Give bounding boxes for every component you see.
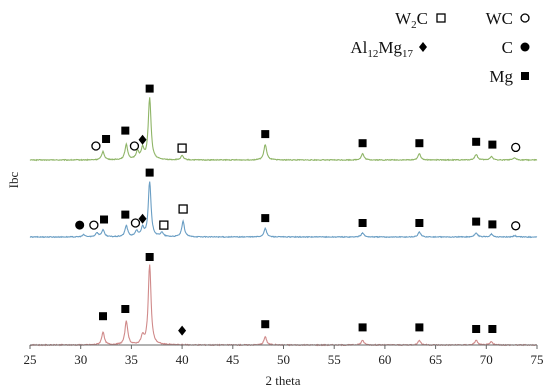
phase-marker-wc (520, 13, 530, 23)
x-tick-label: 70 (480, 352, 493, 367)
x-tick-label: 55 (328, 352, 341, 367)
x-tick-label: 45 (226, 352, 239, 367)
phase-marker-mg (415, 139, 424, 148)
phase-marker-wc (130, 218, 141, 228)
phase-marker-al12mg17 (138, 134, 147, 145)
x-tick-label: 30 (74, 352, 87, 367)
phase-marker-wc (511, 142, 521, 153)
phase-marker-mg (488, 220, 497, 229)
series-line-1 (29, 97, 538, 162)
x-tick-label: 50 (277, 352, 290, 367)
phase-marker-al12mg17 (138, 213, 147, 224)
y-axis-title: Ibc (6, 171, 21, 188)
legend-label-mg: Mg (489, 67, 513, 86)
legend: W2C WC Al12Mg17 C Mg (350, 9, 530, 86)
phase-marker-mg (358, 139, 367, 148)
phase-marker-mg (121, 126, 130, 135)
phase-marker-mg (488, 325, 497, 333)
phase-marker-mg (358, 323, 367, 332)
phase-marker-mg (261, 214, 270, 223)
phase-marker-w2c (177, 143, 187, 153)
phase-marker-mg (121, 305, 130, 313)
phase-marker-wc (129, 141, 140, 151)
phase-marker-mg (261, 130, 270, 139)
legend-label-al12mg17: Al12Mg17 (350, 38, 413, 60)
phase-marker-mg (472, 217, 481, 226)
series-line-2 (29, 181, 538, 239)
x-tick-label: 60 (378, 352, 391, 367)
x-tick-label: 35 (125, 352, 138, 367)
legend-label-c: C (502, 38, 513, 57)
x-tick-layer: 25 30 35 40 45 50 55 60 65 70 75 (24, 345, 543, 367)
phase-marker-mg (415, 219, 424, 227)
phase-marker-mg (145, 84, 154, 93)
phase-marker-mg (100, 215, 109, 224)
phase-marker-mg (261, 320, 270, 329)
phase-marker-w2c (178, 204, 188, 214)
phase-marker-mg (121, 210, 130, 219)
phase-marker-al12mg17 (419, 42, 427, 52)
x-tick-label: 65 (429, 352, 442, 367)
phase-marker-mg (521, 72, 529, 80)
marker-layer (75, 84, 521, 336)
phase-marker-mg (102, 135, 111, 143)
phase-marker-mg (145, 253, 154, 261)
phase-marker-w2c (436, 13, 446, 23)
series-line-3 (29, 264, 538, 347)
phase-marker-mg (472, 325, 481, 333)
phase-marker-mg (145, 168, 154, 177)
phase-marker-al12mg17 (178, 325, 187, 336)
x-axis-title: 2 theta (265, 373, 300, 388)
x-tick-label: 40 (176, 352, 189, 367)
phase-marker-wc (511, 221, 521, 231)
phase-marker-mg (472, 137, 481, 146)
phase-marker-mg (415, 323, 424, 332)
phase-marker-mg (488, 140, 497, 149)
phase-marker-wc (89, 220, 99, 230)
phase-marker-mg (99, 312, 108, 321)
legend-label-wc: WC (486, 9, 513, 28)
phase-marker-wc (91, 141, 101, 151)
x-tick-label: 25 (24, 352, 37, 367)
phase-marker-mg (358, 219, 367, 227)
legend-label-w2c: W2C (395, 9, 428, 31)
x-tick-label: 75 (531, 352, 543, 367)
phase-marker-c (520, 42, 530, 52)
phase-marker-c (75, 220, 85, 230)
phase-marker-w2c (159, 220, 169, 230)
